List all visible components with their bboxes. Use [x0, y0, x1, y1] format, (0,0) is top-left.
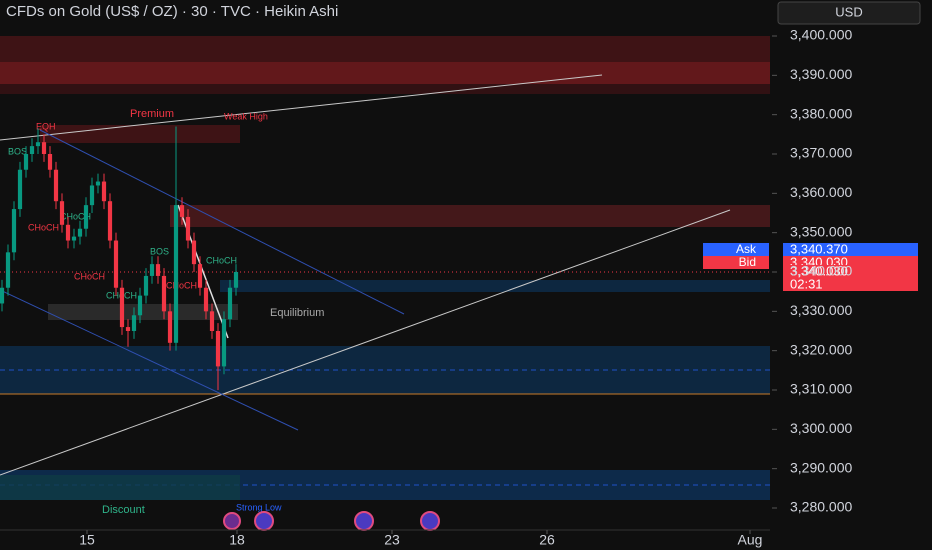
candle-body [71, 236, 77, 241]
annotation: Weak High [224, 111, 268, 121]
candle-body [173, 205, 179, 343]
candle-body [191, 240, 197, 265]
annotation: Equilibrium [270, 307, 324, 319]
candle-body [155, 264, 161, 276]
candles [0, 126, 239, 390]
candle-body [59, 201, 65, 225]
annotation: CHoCH [166, 280, 197, 290]
y-tick-label: 3,290.000 [790, 459, 852, 475]
candle-body [113, 240, 119, 288]
candle-body [95, 181, 101, 186]
currency[interactable]: USD [835, 4, 862, 19]
y-tick-label: 3,380.000 [790, 105, 852, 121]
y-tick-label: 3,300.000 [790, 420, 852, 436]
demand-zone [0, 346, 770, 394]
annotation: EQH [36, 121, 56, 131]
candle-body [0, 287, 5, 304]
y-tick-label: 3,400.000 [790, 27, 852, 43]
candle-body [11, 209, 17, 253]
candle-body [119, 287, 125, 328]
candle-body [35, 142, 41, 147]
ask-box [783, 243, 918, 256]
candle-body [107, 201, 113, 241]
candle-body [29, 146, 35, 154]
candle-body [83, 205, 89, 229]
annotation: Strong Low [236, 502, 282, 512]
bid-name: Bid [739, 255, 756, 269]
channel-line [39, 129, 405, 315]
candle-body [131, 315, 137, 331]
annotation: Discount [102, 504, 145, 516]
channel-line [0, 289, 299, 431]
currency-box[interactable] [777, 1, 921, 25]
annotation: CHoCH [206, 255, 237, 265]
last-box [783, 265, 918, 291]
annotation: CHoCH [28, 222, 59, 232]
candle-body [89, 185, 95, 206]
trend-line [0, 74, 603, 141]
x-tick-label: 18 [229, 532, 245, 548]
y-tick-label: 3,390.000 [790, 66, 852, 82]
ask-price: 3,340.370 [790, 241, 848, 256]
supply-zone [0, 84, 770, 94]
candle-body [149, 264, 155, 276]
annotation: CHoCH [74, 271, 105, 281]
candle-body [17, 169, 23, 210]
equilibrium-zone [48, 304, 238, 320]
candle-body [125, 327, 131, 331]
candle-body [77, 228, 83, 237]
y-tick-label: 3,320.000 [790, 341, 852, 357]
y-tick-label: 3,330.000 [790, 302, 852, 318]
candle-body [65, 224, 71, 241]
candle-body [143, 275, 149, 296]
event-icons [223, 511, 440, 531]
candle-body [215, 331, 221, 367]
demand-zone [220, 280, 770, 292]
supply-zone [170, 205, 770, 227]
candle-body [203, 287, 209, 312]
ask-name: Ask [736, 242, 757, 256]
supply-zone [0, 62, 770, 84]
chart-title: CFDs on Gold (US$ / OZ) · 30 · TVC · Hei… [6, 3, 338, 20]
supply-zone [0, 36, 770, 62]
y-tick-label: 3,350.000 [790, 223, 852, 239]
y-tick-label: 3,360.000 [790, 184, 852, 200]
x-tick-label: Aug [738, 532, 763, 548]
y-tick-label: 3,340.000 [790, 263, 852, 279]
candle-body [227, 287, 233, 320]
candle-body [23, 154, 29, 170]
candle-body [137, 295, 143, 316]
annotation: CHoCH [60, 211, 91, 221]
annotation: BOS [150, 246, 169, 256]
x-tick-label: 15 [79, 532, 95, 548]
candle-body [197, 264, 203, 288]
candle-body [161, 275, 167, 312]
last-price: 3,340.030 [790, 263, 848, 278]
candle-body [221, 319, 227, 367]
candle-body [179, 205, 185, 217]
bid-tag [703, 256, 769, 269]
ask-tag [703, 243, 769, 256]
premium-zone [40, 125, 240, 143]
y-tick-label: 3,370.000 [790, 145, 852, 161]
y-tick-label: 3,280.000 [790, 499, 852, 515]
x-tick-label: 23 [384, 532, 400, 548]
candle-body [101, 181, 107, 202]
candle-body [41, 142, 47, 154]
candle-body [53, 169, 59, 202]
candle-body [233, 272, 239, 288]
countdown: 02:31 [790, 276, 823, 291]
annotation: Premium [130, 108, 174, 120]
candle-body [209, 311, 215, 331]
candle-body [5, 252, 11, 288]
candle-body [47, 154, 53, 170]
candle-body [185, 216, 191, 241]
discount-zone [0, 475, 240, 500]
x-tick-label: 26 [539, 532, 555, 548]
y-tick-label: 3,310.000 [790, 381, 852, 397]
trend-line [0, 209, 731, 476]
candle-body [167, 311, 173, 343]
annotation: BOS [8, 146, 27, 156]
